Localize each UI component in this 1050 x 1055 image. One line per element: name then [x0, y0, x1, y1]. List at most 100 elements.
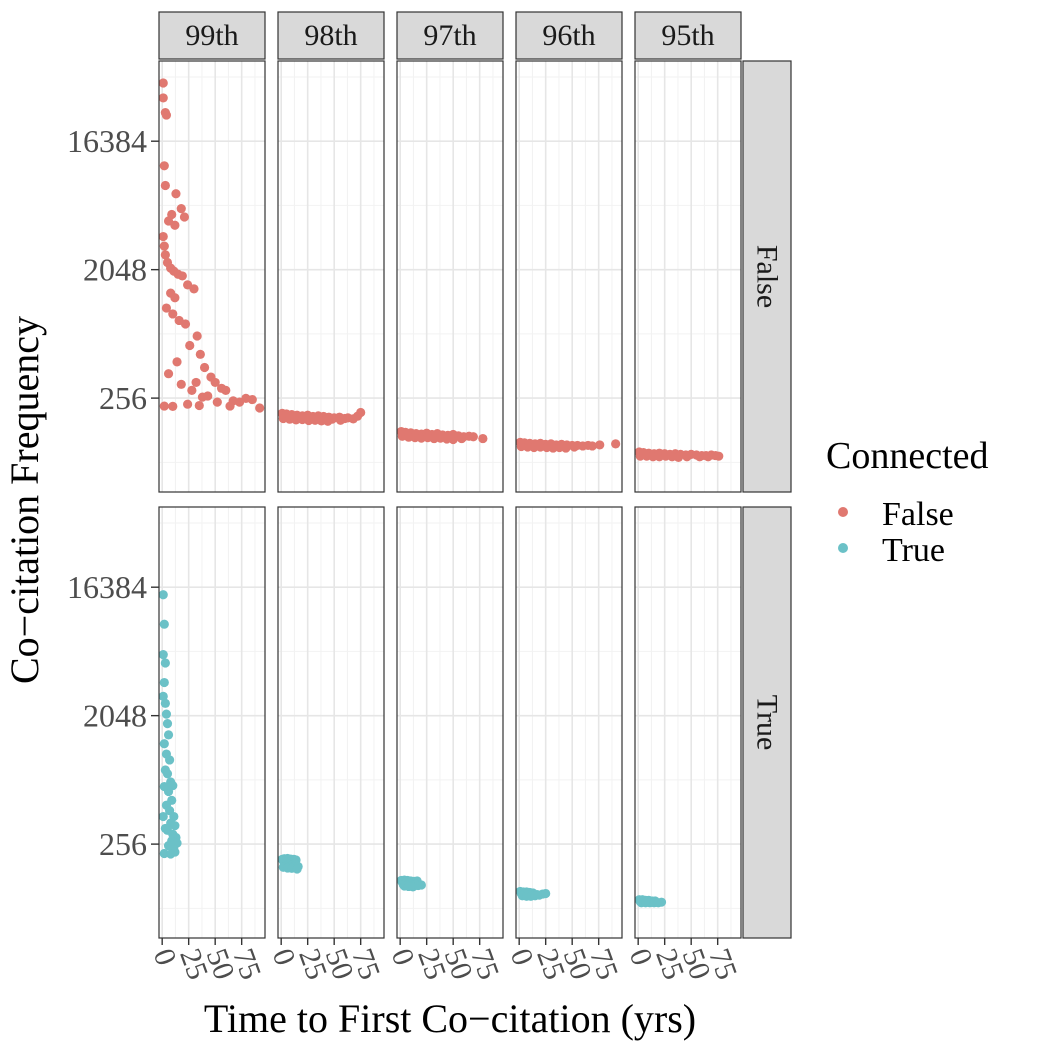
data-point-true — [160, 823, 170, 834]
data-point-false — [159, 401, 169, 411]
data-point-false — [168, 401, 178, 411]
facet-panel-false-95th — [634, 60, 742, 493]
data-point-false — [648, 452, 658, 462]
facet-panel-false-98th — [277, 60, 385, 493]
data-point-true — [166, 849, 176, 859]
data-point-false — [176, 204, 186, 214]
data-point-true — [160, 658, 170, 668]
data-point-true — [161, 709, 172, 719]
panel-border — [515, 506, 623, 939]
data-point-false — [161, 303, 172, 313]
panel-border — [515, 60, 623, 493]
data-point-false — [673, 452, 684, 463]
legend-label-true: True — [882, 532, 945, 569]
row-strip-label: False — [751, 245, 784, 308]
legend-title: Connected — [826, 435, 989, 477]
data-point-false — [159, 161, 169, 171]
data-point-false — [199, 362, 210, 373]
data-point-false — [457, 433, 467, 444]
panel-border — [634, 60, 742, 493]
column-strip-label: 96th — [542, 19, 595, 52]
data-point-true — [158, 590, 168, 600]
column-strip-label: 98th — [304, 19, 357, 52]
y-tick-label: 2048 — [83, 252, 147, 288]
data-point-true — [158, 811, 168, 822]
data-point-false — [595, 440, 605, 450]
panel-background — [397, 507, 503, 938]
data-point-false — [247, 394, 257, 405]
data-point-false — [611, 439, 621, 449]
column-strip-background — [277, 11, 385, 60]
panel-border — [158, 506, 266, 939]
data-point-false — [177, 271, 187, 281]
facet-panel-false-97th — [396, 60, 504, 493]
legend-label-false: False — [882, 496, 954, 533]
row-strip-background — [742, 506, 792, 939]
data-point-true — [159, 619, 169, 629]
legend-key-false — [838, 507, 848, 517]
panel-background — [159, 507, 265, 938]
data-point-false — [189, 284, 199, 294]
data-point-true — [656, 897, 667, 907]
panel-border — [277, 506, 385, 939]
row-strip-true: True — [742, 506, 792, 939]
axes-layer: 2562048163842562048163840255075025507502… — [67, 123, 743, 984]
data-point-true — [160, 698, 170, 708]
data-point-false — [187, 385, 197, 396]
data-point-false — [191, 377, 201, 388]
column-strip-98th: 98th — [277, 11, 385, 60]
panel-background — [635, 507, 741, 938]
y-tick-label: 256 — [99, 380, 147, 416]
data-point-false — [468, 432, 478, 442]
facet-panel-true-97th — [396, 506, 504, 939]
data-point-false — [158, 93, 168, 103]
data-point-false — [255, 403, 265, 413]
column-strip-95th: 95th — [634, 11, 742, 60]
data-point-true — [159, 677, 169, 688]
data-point-false — [448, 434, 458, 445]
facet-panel-true-98th — [277, 506, 385, 939]
y-tick-label: 16384 — [67, 569, 147, 605]
data-point-true — [165, 755, 175, 765]
column-strip-background — [396, 11, 504, 60]
legend-key-true — [838, 543, 848, 553]
panel-background — [635, 61, 741, 492]
panel-background — [516, 61, 622, 492]
row-strip-false: False — [742, 60, 792, 493]
data-point-false — [327, 414, 337, 424]
panel-border — [158, 60, 266, 493]
data-point-false — [176, 379, 186, 389]
panel-border — [277, 60, 385, 493]
data-point-false — [159, 241, 169, 251]
column-strip-background — [515, 11, 623, 60]
data-point-false — [194, 400, 204, 411]
strips-layer: False True 99th 98th 97th 96th 95th — [158, 11, 792, 939]
data-point-false — [635, 451, 645, 461]
data-point-false — [197, 392, 208, 402]
panel-border — [396, 506, 504, 939]
column-strip-background — [634, 11, 742, 60]
data-point-true — [159, 739, 169, 749]
column-strip-label: 97th — [423, 19, 476, 52]
data-point-false — [356, 407, 366, 418]
data-point-true — [162, 769, 173, 779]
y-tick-label: 2048 — [83, 698, 147, 734]
data-point-false — [185, 340, 195, 351]
data-point-false — [221, 385, 231, 396]
panels-layer — [158, 60, 742, 939]
data-point-false — [192, 331, 202, 341]
data-point-true — [416, 880, 426, 890]
data-point-true — [163, 730, 174, 740]
data-point-false — [335, 415, 346, 425]
data-point-true — [292, 864, 302, 874]
data-point-false — [587, 441, 597, 451]
data-point-false — [179, 212, 190, 222]
column-strip-label: 99th — [185, 19, 238, 52]
data-point-false — [163, 369, 174, 379]
facet-panel-false-96th — [515, 60, 623, 493]
data-point-false — [195, 349, 205, 359]
facet-panel-false-99th — [158, 60, 266, 493]
data-point-true — [162, 719, 173, 729]
data-point-false — [172, 357, 182, 367]
